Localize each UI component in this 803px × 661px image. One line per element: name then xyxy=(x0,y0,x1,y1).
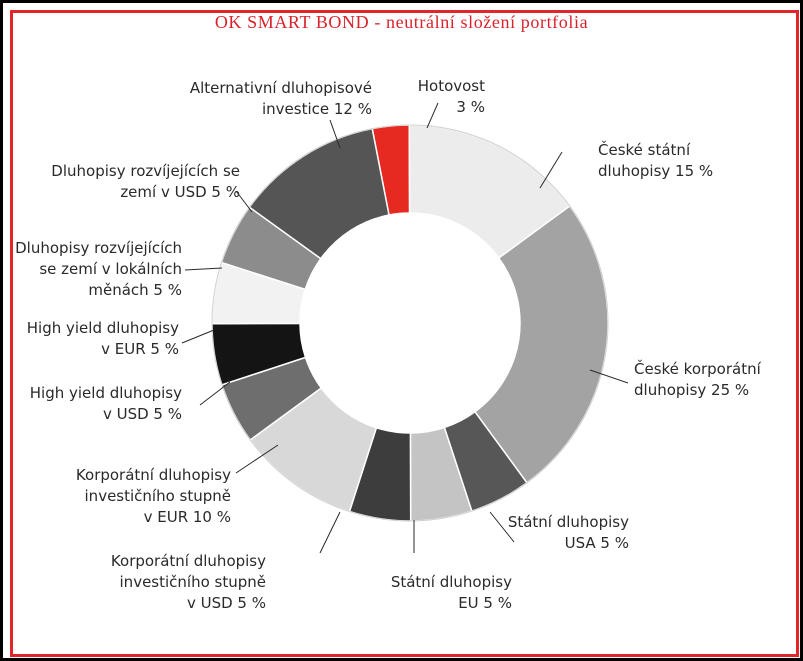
leader-line-1 xyxy=(426,102,439,129)
slice-label-11: Dluhopisy rozvíjejících se zemí v USD 5 % xyxy=(51,162,240,201)
slice-label-10: Dluhopisy rozvíjejících se zemí v lokální… xyxy=(15,239,182,299)
slice-label-line: dluhopisy 25 % xyxy=(634,381,749,399)
slice-label-line: Korporátní dluhopisy xyxy=(76,466,231,484)
slice-label-8: High yield dluhopisy v USD 5 % xyxy=(30,384,182,423)
slice-label-line: investičního stupně xyxy=(120,573,266,591)
leader-line-11 xyxy=(235,190,253,213)
slice-label-5: Státní dluhopisy EU 5 % xyxy=(391,573,512,612)
slice-label-2: České státní dluhopisy 15 % xyxy=(598,140,713,180)
donut-outer-edge xyxy=(211,124,609,522)
slice-label-line: EU 5 % xyxy=(458,594,512,612)
leader-line-3 xyxy=(589,369,629,384)
leader-line-7 xyxy=(235,444,279,474)
slice-label-line: Dluhopisy rozvíjejících xyxy=(15,239,182,257)
slice-label-3: České korporátní dluhopisy 25 % xyxy=(634,359,762,399)
leader-line-12 xyxy=(329,119,341,149)
slice-label-line: investice 12 % xyxy=(262,100,372,118)
slice-label-line: České korporátní xyxy=(634,359,762,378)
slice-label-line: České státní xyxy=(598,140,691,159)
chart-inner-border xyxy=(10,10,799,657)
slice-label-line: se zemí v lokálních xyxy=(39,260,182,278)
chart-title: OK SMART BOND - neutrální složení portfo… xyxy=(214,12,589,32)
slice-label-line: v EUR 10 % xyxy=(144,508,231,526)
slice-label-line: Dluhopisy rozvíjejících se xyxy=(51,162,240,180)
leader-line-2 xyxy=(539,151,563,189)
leader-line-4 xyxy=(489,511,515,543)
slice-label-1: Hotovost 3 % xyxy=(418,77,485,116)
slice-label-line: USA 5 % xyxy=(565,534,629,552)
leader-line-9 xyxy=(181,329,215,344)
slice-label-line: High yield dluhopisy xyxy=(27,319,179,337)
slice-label-line: Alternativní dluhopisové xyxy=(190,79,372,97)
slice-label-line: zemí v USD 5 % xyxy=(120,183,240,201)
leader-line-6 xyxy=(319,511,341,554)
slice-label-line: měnách 5 % xyxy=(88,281,182,299)
slice-label-12: Alternativní dluhopisové investice 12 % xyxy=(190,79,372,118)
slice-label-line: Státní dluhopisy xyxy=(391,573,512,591)
slice-label-line: Korporátní dluhopisy xyxy=(111,552,266,570)
leader-line-8 xyxy=(199,381,231,406)
leader-line-10 xyxy=(184,267,223,271)
slice-label-line: High yield dluhopisy xyxy=(30,384,182,402)
slice-label-9: High yield dluhopisy v EUR 5 % xyxy=(27,319,179,358)
slice-label-line: dluhopisy 15 % xyxy=(598,162,713,180)
slice-label-line: Státní dluhopisy xyxy=(508,513,629,531)
slice-label-line: 3 % xyxy=(456,98,485,116)
slice-label-7: Korporátní dluhopisy investičního stupně v… xyxy=(76,466,231,526)
slice-label-line: investičního stupně xyxy=(85,487,231,505)
slice-label-4: Státní dluhopisy USA 5 % xyxy=(508,513,629,552)
slice-label-line: Hotovost xyxy=(418,77,485,95)
slice-label-line: v EUR 5 % xyxy=(101,340,179,358)
slice-label-6: Korporátní dluhopisy investičního stupně v… xyxy=(111,552,266,612)
slice-label-line: v USD 5 % xyxy=(103,405,182,423)
slice-label-line: v USD 5 % xyxy=(187,594,266,612)
